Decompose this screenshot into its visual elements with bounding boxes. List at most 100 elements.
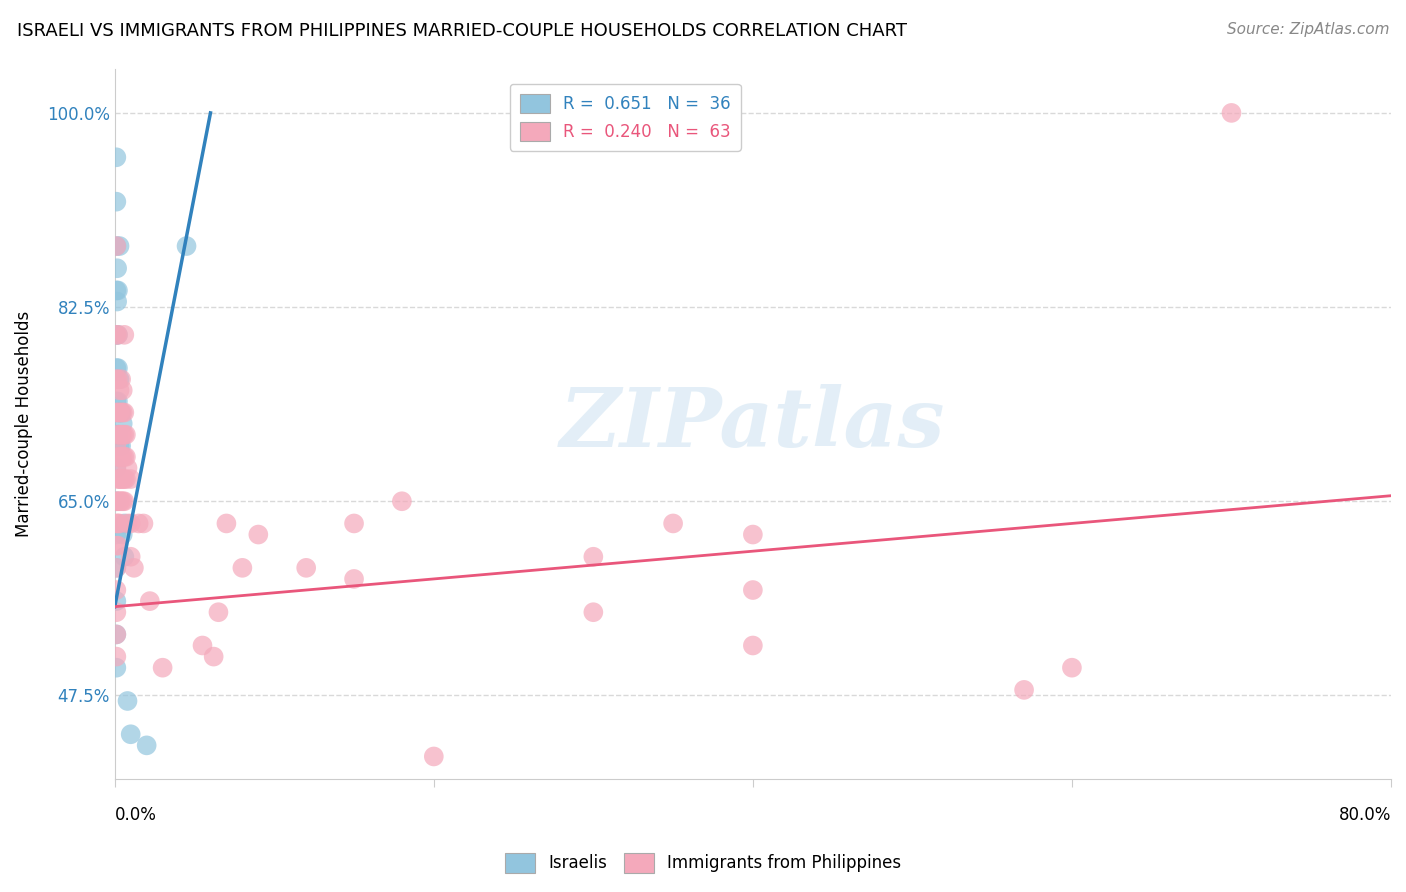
Point: [191, 639, 214, 653]
Point: [111, 450, 134, 464]
Point: [111, 405, 134, 419]
Point: [105, 561, 128, 575]
Point: [662, 516, 685, 531]
Point: [391, 494, 413, 508]
Point: [215, 516, 238, 531]
Legend: Israelis, Immigrants from Philippines: Israelis, Immigrants from Philippines: [498, 847, 908, 880]
Point: [105, 394, 128, 409]
Point: [741, 639, 763, 653]
Point: [107, 539, 129, 553]
Point: [202, 649, 225, 664]
Y-axis label: Married-couple Households: Married-couple Households: [15, 310, 32, 537]
Point: [132, 516, 155, 531]
Legend: R =  0.651   N =  36, R =  0.240   N =  63: R = 0.651 N = 36, R = 0.240 N = 63: [510, 84, 741, 151]
Point: [582, 605, 605, 619]
Point: [105, 516, 128, 531]
Point: [111, 472, 134, 486]
Point: [107, 427, 129, 442]
Point: [105, 327, 128, 342]
Point: [108, 494, 131, 508]
Point: [105, 594, 128, 608]
Point: [107, 372, 129, 386]
Point: [120, 727, 142, 741]
Point: [152, 661, 174, 675]
Point: [110, 405, 132, 419]
Point: [128, 516, 150, 531]
Point: [105, 239, 128, 253]
Point: [107, 327, 129, 342]
Point: [117, 694, 139, 708]
Point: [105, 539, 128, 553]
Point: [105, 527, 128, 541]
Point: [107, 361, 129, 376]
Point: [105, 261, 128, 276]
Point: [110, 372, 132, 386]
Point: [112, 450, 135, 464]
Point: [107, 327, 129, 342]
Point: [110, 450, 132, 464]
Point: [105, 561, 128, 575]
Point: [107, 405, 129, 419]
Point: [105, 439, 128, 453]
Point: [122, 561, 145, 575]
Point: [105, 294, 128, 309]
Text: 0.0%: 0.0%: [115, 806, 156, 824]
Point: [107, 516, 129, 531]
Point: [108, 427, 131, 442]
Point: [117, 516, 139, 531]
Point: [105, 427, 128, 442]
Point: [135, 739, 157, 753]
Point: [110, 439, 132, 453]
Point: [343, 572, 366, 586]
Point: [108, 472, 131, 486]
Point: [112, 516, 135, 531]
Point: [105, 494, 128, 508]
Point: [110, 494, 132, 508]
Point: [176, 239, 198, 253]
Point: [110, 427, 132, 442]
Point: [107, 494, 129, 508]
Point: [105, 372, 128, 386]
Point: [1220, 106, 1243, 120]
Text: 80.0%: 80.0%: [1339, 806, 1391, 824]
Point: [207, 605, 229, 619]
Text: ISRAELI VS IMMIGRANTS FROM PHILIPPINES MARRIED-COUPLE HOUSEHOLDS CORRELATION CHA: ISRAELI VS IMMIGRANTS FROM PHILIPPINES M…: [17, 22, 907, 40]
Point: [115, 450, 138, 464]
Point: [115, 427, 138, 442]
Point: [1012, 682, 1035, 697]
Point: [112, 494, 135, 508]
Point: [108, 516, 131, 531]
Point: [110, 472, 132, 486]
Point: [108, 450, 131, 464]
Point: [105, 649, 128, 664]
Text: ZIPatlas: ZIPatlas: [560, 384, 946, 464]
Point: [107, 472, 129, 486]
Point: [423, 749, 446, 764]
Point: [108, 439, 131, 453]
Point: [105, 661, 128, 675]
Point: [107, 284, 129, 298]
Point: [582, 549, 605, 564]
Point: [105, 194, 128, 209]
Point: [139, 594, 162, 608]
Point: [105, 494, 128, 508]
Point: [111, 384, 134, 398]
Point: [111, 417, 134, 431]
Point: [105, 461, 128, 475]
Point: [110, 405, 132, 419]
Point: [112, 472, 135, 486]
Point: [1060, 661, 1083, 675]
Point: [343, 516, 366, 531]
Point: [112, 427, 135, 442]
Point: [741, 582, 763, 597]
Point: [105, 405, 128, 419]
Point: [108, 405, 131, 419]
Point: [108, 405, 131, 419]
Point: [105, 461, 128, 475]
Point: [105, 239, 128, 253]
Point: [107, 450, 129, 464]
Point: [107, 394, 129, 409]
Point: [111, 494, 134, 508]
Point: [105, 582, 128, 597]
Point: [108, 372, 131, 386]
